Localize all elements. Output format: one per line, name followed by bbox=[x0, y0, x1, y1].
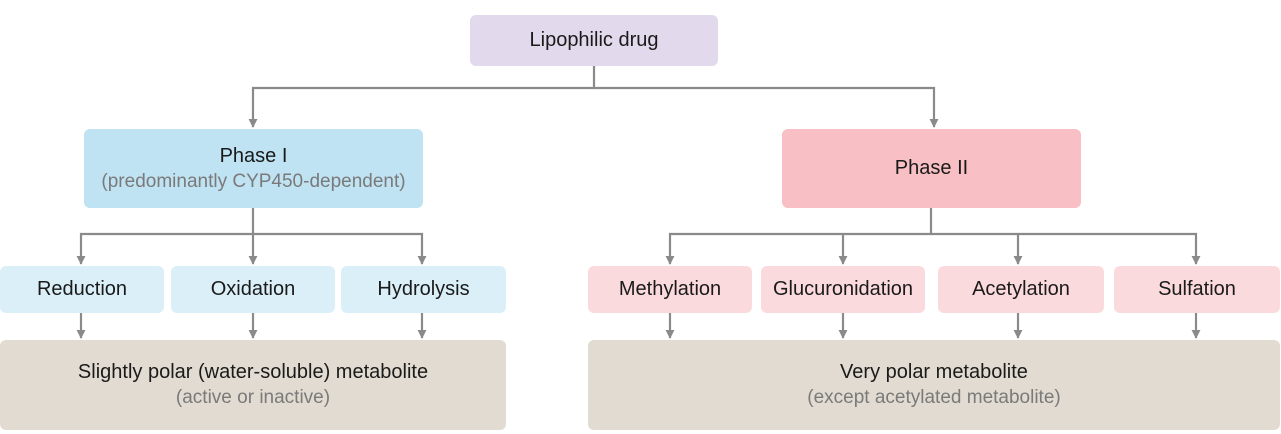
phase1-to-methods-line bbox=[76, 208, 255, 265]
acetylation-label: Acetylation bbox=[972, 278, 1070, 300]
phase1-subtitle: (predominantly CYP450-dependent) bbox=[101, 170, 406, 192]
reduction-label: Reduction bbox=[36, 278, 128, 300]
reduction-box: Reduction bbox=[0, 266, 164, 313]
phase2-box: Phase II bbox=[782, 129, 1081, 208]
oxidation-label: Oxidation bbox=[210, 278, 296, 300]
phase1-box: Phase I (predominantly CYP450-dependent) bbox=[84, 129, 423, 208]
phase1-title: Phase I bbox=[219, 144, 288, 167]
phase1-to-hydrolysis-arrow bbox=[253, 232, 427, 265]
phase2-result-box: Very polar metabolite (except acetylated… bbox=[588, 340, 1280, 430]
oxidation-box: Oxidation bbox=[171, 266, 335, 313]
phase2-to-methods-line bbox=[665, 208, 933, 265]
phase1-result-subtitle: (active or inactive) bbox=[175, 387, 331, 408]
sulfation-label: Sulfation bbox=[1158, 278, 1236, 300]
methylation-label: Methylation bbox=[618, 278, 722, 300]
lipophilic-drug-label: Lipophilic drug bbox=[529, 29, 659, 51]
phase2-to-acetylation-arrow bbox=[931, 232, 1023, 265]
root-to-phase2-arrow bbox=[594, 86, 939, 128]
hydrolysis-box: Hydrolysis bbox=[341, 266, 506, 313]
glucuronidation-box: Glucuronidation bbox=[761, 266, 925, 313]
glucuronidation-label: Glucuronidation bbox=[772, 278, 914, 300]
methylation-box: Methylation bbox=[588, 266, 752, 313]
phase2-result-subtitle: (except acetylated metabolite) bbox=[807, 387, 1061, 408]
lipophilic-drug-box: Lipophilic drug bbox=[470, 15, 718, 66]
phase1-result-title: Slightly polar (water-soluble) metabolit… bbox=[77, 361, 429, 383]
phase2-to-sulfation-arrow bbox=[1018, 232, 1201, 265]
phase2-result-title: Very polar metabolite bbox=[840, 361, 1028, 383]
root-to-phase1-arrow bbox=[248, 66, 596, 128]
sulfation-box: Sulfation bbox=[1114, 266, 1280, 313]
hydrolysis-label: Hydrolysis bbox=[377, 278, 470, 300]
phase2-title: Phase II bbox=[894, 157, 969, 179]
phase1-result-box: Slightly polar (water-soluble) metabolit… bbox=[0, 340, 506, 430]
acetylation-box: Acetylation bbox=[938, 266, 1104, 313]
